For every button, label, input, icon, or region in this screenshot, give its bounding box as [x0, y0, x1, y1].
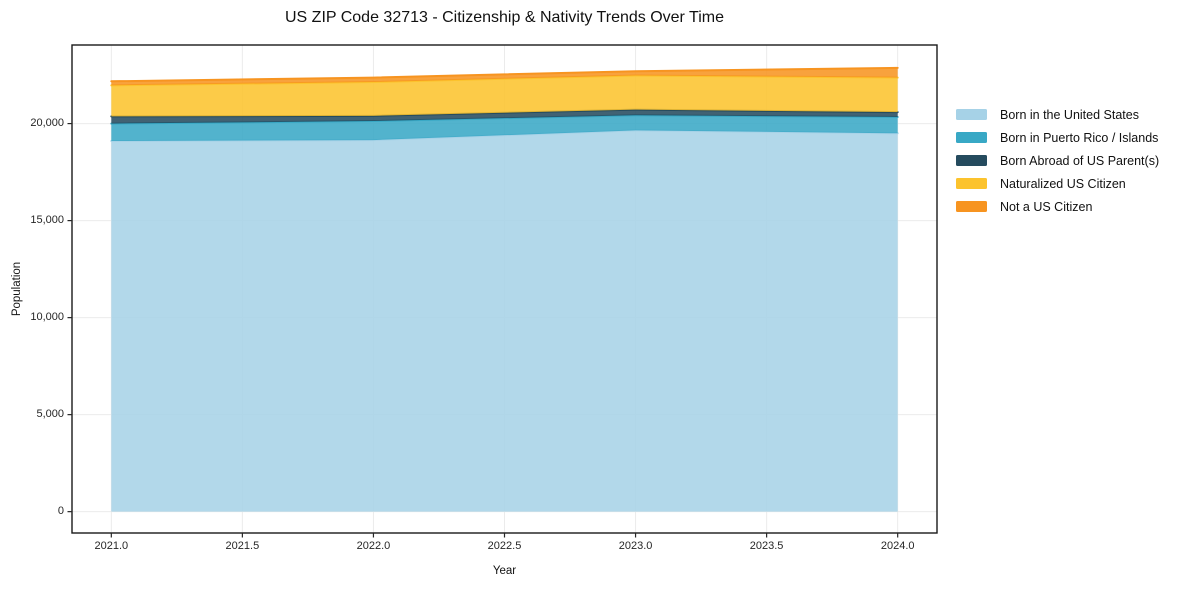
legend-item: Naturalized US Citizen: [956, 172, 1159, 195]
area-band: [111, 130, 898, 512]
legend-label: Not a US Citizen: [1000, 199, 1093, 214]
y-tick-label: 0: [57, 504, 64, 517]
area-band: [111, 67, 898, 86]
y-tick-label: 15,000: [30, 213, 64, 226]
x-tick-label: 2023.0: [618, 540, 653, 552]
area-edge-line: [110, 66, 899, 83]
x-tick-label: 2024.0: [880, 540, 915, 552]
legend-swatch: [956, 132, 987, 143]
legend-label: Naturalized US Citizen: [1000, 176, 1126, 191]
x-tick-label: 2022.5: [487, 540, 522, 552]
x-tick-label: 2023.5: [749, 540, 784, 552]
area-band: [111, 115, 898, 142]
area-band: [111, 75, 898, 117]
legend-swatch: [956, 109, 987, 120]
x-tick-label: 2021.5: [225, 540, 260, 552]
y-tick-label: 5,000: [36, 407, 64, 420]
legend-item: Not a US Citizen: [956, 195, 1159, 218]
area-band: [111, 109, 898, 124]
y-tick-label: 10,000: [30, 310, 64, 323]
legend-label: Born Abroad of US Parent(s): [1000, 153, 1160, 168]
x-axis-label: Year: [492, 565, 517, 577]
chart-title: US ZIP Code 32713 - Citizenship & Nativi…: [285, 9, 724, 26]
legend-item: Born Abroad of US Parent(s): [956, 149, 1159, 172]
y-tick-label: 20,000: [30, 116, 64, 129]
x-tick-label: 2022.0: [356, 540, 391, 552]
legend-swatch: [956, 155, 987, 166]
legend-swatch: [956, 201, 987, 212]
legend: Born in the United States Born in Puerto …: [956, 103, 1159, 218]
x-tick-label: 2021.0: [94, 540, 129, 552]
legend-swatch: [956, 178, 987, 189]
legend-label: Born in Puerto Rico / Islands: [1000, 130, 1159, 145]
legend-item: Born in the United States: [956, 103, 1159, 126]
legend-label: Born in the United States: [1000, 107, 1139, 122]
legend-item: Born in Puerto Rico / Islands: [956, 126, 1159, 149]
